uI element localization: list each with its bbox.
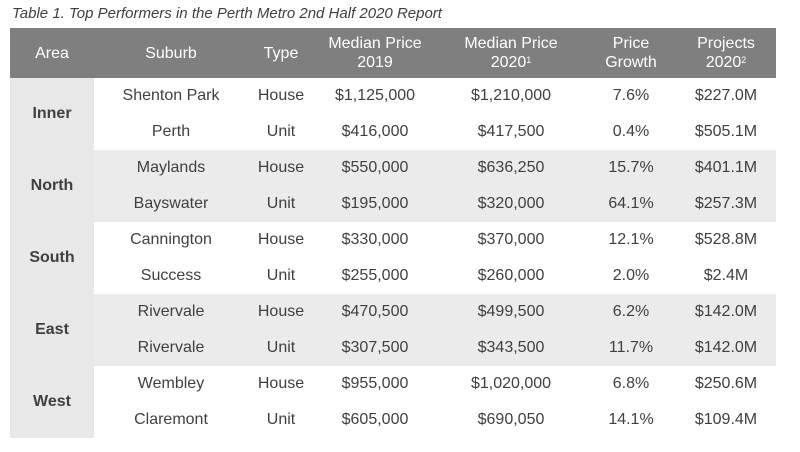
header-median-2020-footnote: 1 bbox=[526, 55, 532, 65]
projects-2020-cell: $257.3M bbox=[676, 186, 776, 222]
median-2020-cell: $343,500 bbox=[436, 330, 586, 366]
suburb-cell: Maylands bbox=[94, 150, 248, 186]
projects-2020-cell: $250.6M bbox=[676, 366, 776, 402]
table-row: Bayswater Unit $195,000 $320,000 64.1% $257.3… bbox=[10, 186, 776, 222]
median-2020-cell: $1,210,000 bbox=[436, 78, 586, 114]
price-growth-cell: 0.4% bbox=[586, 114, 676, 150]
median-2020-cell: $260,000 bbox=[436, 258, 586, 294]
suburb-cell: Cannington bbox=[94, 222, 248, 258]
median-2020-cell: $636,250 bbox=[436, 150, 586, 186]
projects-2020-cell: $2.4M bbox=[676, 258, 776, 294]
price-growth-cell: 7.6% bbox=[586, 78, 676, 114]
header-price-growth: Price Growth bbox=[586, 28, 676, 78]
table-row: Success Unit $255,000 $260,000 2.0% $2.4M bbox=[10, 258, 776, 294]
header-median-2019-line1: Median Price bbox=[328, 35, 422, 52]
header-median-2020-line2: 2020 bbox=[490, 54, 527, 71]
table-row: East Rivervale House $470,500 $499,500 6.2% $1… bbox=[10, 294, 776, 366]
median-2019-cell: $330,000 bbox=[314, 222, 436, 258]
performers-table: Area Suburb Type Median Price 2019 Media… bbox=[10, 28, 776, 438]
header-area: Area bbox=[10, 28, 94, 78]
header-row: Area Suburb Type Median Price 2019 Media… bbox=[10, 28, 776, 78]
median-2020-cell: $417,500 bbox=[436, 114, 586, 150]
table-row: North Maylands House $550,000 $636,250 15.7% $… bbox=[10, 150, 776, 222]
projects-2020-cell: $528.8M bbox=[676, 222, 776, 258]
price-growth-cell: 15.7% bbox=[586, 150, 676, 186]
projects-2020-cell: $505.1M bbox=[676, 114, 776, 150]
median-2019-cell: $195,000 bbox=[314, 186, 436, 222]
median-2020-cell: $1,020,000 bbox=[436, 366, 586, 402]
median-2019-cell: $1,125,000 bbox=[314, 78, 436, 114]
price-growth-cell: 6.2% bbox=[586, 294, 676, 330]
projects-2020-cell: $142.0M bbox=[676, 294, 776, 330]
table-body: Inner Shenton Park House $1,125,000 $1,210,0… bbox=[10, 78, 776, 438]
median-2019-cell: $416,000 bbox=[314, 114, 436, 150]
table-caption: Table 1. Top Performers in the Perth Met… bbox=[12, 5, 442, 22]
table-row: Perth Unit $416,000 $417,500 0.4% $505.1M bbox=[10, 114, 776, 150]
median-2020-cell: $370,000 bbox=[436, 222, 586, 258]
type-cell: Unit bbox=[248, 258, 314, 294]
type-cell: House bbox=[248, 294, 314, 330]
header-median-2019-line2: 2019 bbox=[357, 54, 393, 71]
header-type: Type bbox=[248, 28, 314, 78]
header-median-2020: Median Price 20201 bbox=[436, 28, 586, 78]
suburb-cell: Perth bbox=[94, 114, 248, 150]
type-cell: Unit bbox=[248, 114, 314, 150]
type-cell: House bbox=[248, 78, 314, 114]
area-cell: North bbox=[10, 150, 94, 222]
median-2019-cell: $307,500 bbox=[314, 330, 436, 366]
price-growth-cell: 6.8% bbox=[586, 366, 676, 402]
price-growth-cell: 12.1% bbox=[586, 222, 676, 258]
header-median-2019: Median Price 2019 bbox=[314, 28, 436, 78]
median-2020-cell: $320,000 bbox=[436, 186, 586, 222]
price-growth-cell: 14.1% bbox=[586, 402, 676, 438]
suburb-cell: Bayswater bbox=[94, 186, 248, 222]
area-cell: West bbox=[10, 366, 94, 438]
table-row: West Wembley House $955,000 $1,020,000 6.8% $2… bbox=[10, 366, 776, 438]
suburb-cell: Success bbox=[94, 258, 248, 294]
projects-2020-cell: $142.0M bbox=[676, 330, 776, 366]
price-growth-cell: 2.0% bbox=[586, 258, 676, 294]
type-cell: Unit bbox=[248, 186, 314, 222]
median-2019-cell: $550,000 bbox=[314, 150, 436, 186]
table-row: Claremont Unit $605,000 $690,050 14.1% $109.4… bbox=[10, 402, 776, 438]
area-cell: South bbox=[10, 222, 94, 294]
header-growth-line1: Price bbox=[612, 35, 650, 52]
projects-2020-cell: $227.0M bbox=[676, 78, 776, 114]
median-2019-cell: $470,500 bbox=[314, 294, 436, 330]
suburb-cell: Rivervale bbox=[94, 294, 248, 330]
header-growth-line2: Growth bbox=[605, 54, 657, 71]
type-cell: House bbox=[248, 366, 314, 402]
median-2019-cell: $955,000 bbox=[314, 366, 436, 402]
table-row: South Cannington House $330,000 $370,000 12.1… bbox=[10, 222, 776, 294]
header-projects-footnote: 2 bbox=[741, 55, 747, 65]
header-projects-2020: Projects 20202 bbox=[676, 28, 776, 78]
type-cell: House bbox=[248, 150, 314, 186]
table-row: Rivervale Unit $307,500 $343,500 11.7% $142.0… bbox=[10, 330, 776, 366]
median-2020-cell: $499,500 bbox=[436, 294, 586, 330]
projects-2020-cell: $109.4M bbox=[676, 402, 776, 438]
type-cell: House bbox=[248, 222, 314, 258]
median-2019-cell: $255,000 bbox=[314, 258, 436, 294]
suburb-cell: Rivervale bbox=[94, 330, 248, 366]
area-cell: Inner bbox=[10, 78, 94, 150]
header-projects-line2: 2020 bbox=[705, 54, 742, 71]
table-row: Inner Shenton Park House $1,125,000 $1,210,0… bbox=[10, 78, 776, 150]
type-cell: Unit bbox=[248, 402, 314, 438]
projects-2020-cell: $401.1M bbox=[676, 150, 776, 186]
header-suburb: Suburb bbox=[94, 28, 248, 78]
price-growth-cell: 64.1% bbox=[586, 186, 676, 222]
median-2020-cell: $690,050 bbox=[436, 402, 586, 438]
header-median-2020-line1: Median Price bbox=[464, 35, 558, 52]
type-cell: Unit bbox=[248, 330, 314, 366]
price-growth-cell: 11.7% bbox=[586, 330, 676, 366]
suburb-cell: Shenton Park bbox=[94, 78, 248, 114]
area-cell: East bbox=[10, 294, 94, 366]
suburb-cell: Wembley bbox=[94, 366, 248, 402]
header-projects-line1: Projects bbox=[697, 35, 755, 52]
suburb-cell: Claremont bbox=[94, 402, 248, 438]
median-2019-cell: $605,000 bbox=[314, 402, 436, 438]
